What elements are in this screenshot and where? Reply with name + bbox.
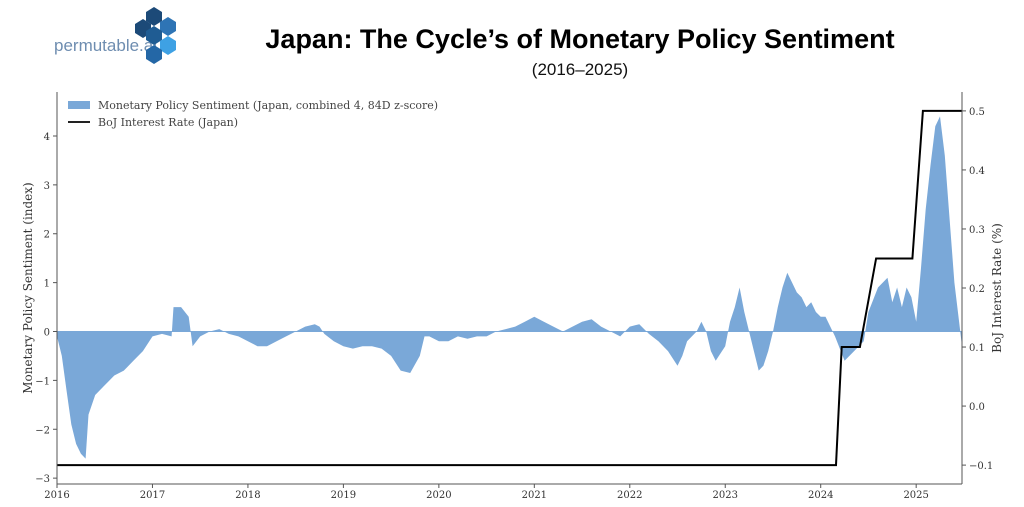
logo-hex-icon xyxy=(135,7,176,64)
sentiment-area xyxy=(57,116,962,459)
legend-label-sentiment: Monetary Policy Sentiment (Japan, combin… xyxy=(98,99,438,112)
logo-text: permutable.ai xyxy=(54,36,158,55)
y2-tick-label: −0.1 xyxy=(969,461,993,472)
y2-axis-label: BoJ Interest Rate (%) xyxy=(990,223,1004,353)
x-tick-label: 2019 xyxy=(331,490,356,501)
y-tick-label: 3 xyxy=(44,181,50,192)
x-tick-label: 2021 xyxy=(522,490,547,501)
y-axis-label: Monetary Policy Sentiment (index) xyxy=(21,182,35,394)
x-tick-label: 2020 xyxy=(426,490,451,501)
y2-tick-label: 0.2 xyxy=(969,284,985,295)
x-tick-label: 2025 xyxy=(903,490,928,501)
y2-tick-label: 0.3 xyxy=(969,225,985,236)
x-tick-label: 2018 xyxy=(235,490,260,501)
x-tick-label: 2023 xyxy=(713,490,738,501)
x-tick-label: 2024 xyxy=(808,490,833,501)
y2-tick-label: 0.0 xyxy=(969,402,985,413)
chart-subtitle: (2016–2025) xyxy=(531,60,629,79)
y-tick-label: −3 xyxy=(35,474,50,485)
y-tick-label: 1 xyxy=(44,279,50,290)
legend-label-rate: BoJ Interest Rate (Japan) xyxy=(98,116,238,129)
x-tick-label: 2022 xyxy=(617,490,642,501)
x-tick-label: 2016 xyxy=(44,490,69,501)
rate-line xyxy=(57,109,962,467)
y-tick-label: 4 xyxy=(44,132,50,143)
chart-title: Japan: The Cycle’s of Monetary Policy Se… xyxy=(265,24,895,54)
x-tick-label: 2017 xyxy=(140,490,165,501)
y-tick-label: −1 xyxy=(35,376,50,387)
y-tick-label: 0 xyxy=(44,328,50,339)
y-tick-label: 2 xyxy=(44,230,50,241)
y2-tick-label: 0.4 xyxy=(969,166,985,177)
y-tick-label: −2 xyxy=(35,425,50,436)
y2-tick-label: 0.5 xyxy=(969,107,985,118)
y2-tick-label: 0.1 xyxy=(969,343,985,354)
legend: Monetary Policy Sentiment (Japan, combin… xyxy=(68,99,438,129)
legend-swatch-sentiment xyxy=(68,101,90,109)
